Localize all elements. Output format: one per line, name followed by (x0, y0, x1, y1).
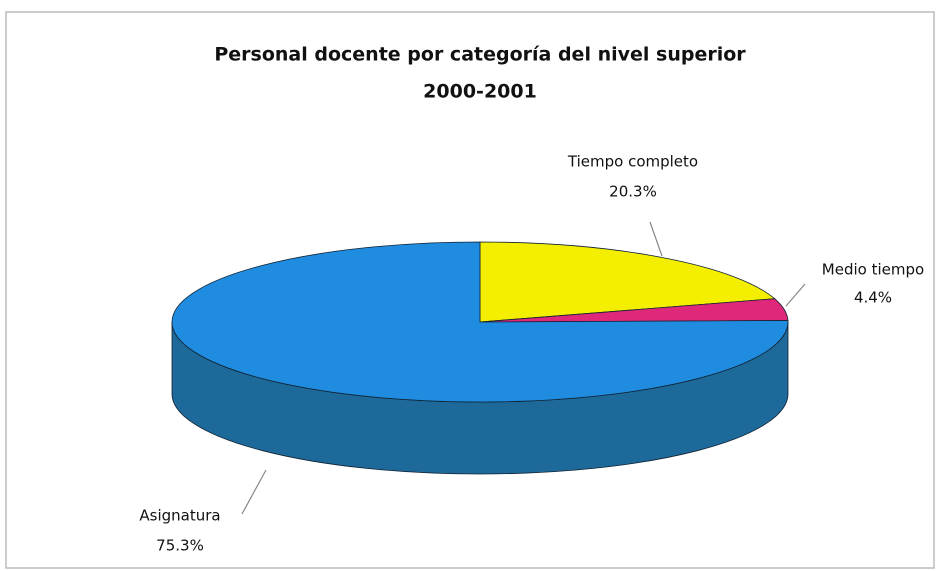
slice-label: Asignatura (139, 507, 220, 525)
chart-frame (5, 11, 935, 569)
slice-label: Tiempo completo (567, 153, 698, 171)
slice (479, 241, 776, 323)
value-label: 20.3% (609, 183, 657, 201)
leader-line (649, 221, 663, 257)
chart-subtitle: 2000-2001 (423, 81, 537, 103)
slice (171, 241, 789, 403)
value-label: 75.3% (156, 537, 204, 555)
labels: Tiempo completo 20.3% Medio tiempo 4.4% Asig… (139, 153, 924, 555)
slice-label: Medio tiempo (822, 261, 924, 279)
leader-line (241, 469, 267, 515)
value-label: 4.4% (854, 289, 892, 307)
chart-title: Personal docente por categoría del nivel… (214, 44, 746, 66)
leader-line (785, 283, 806, 307)
pie (171, 241, 789, 475)
